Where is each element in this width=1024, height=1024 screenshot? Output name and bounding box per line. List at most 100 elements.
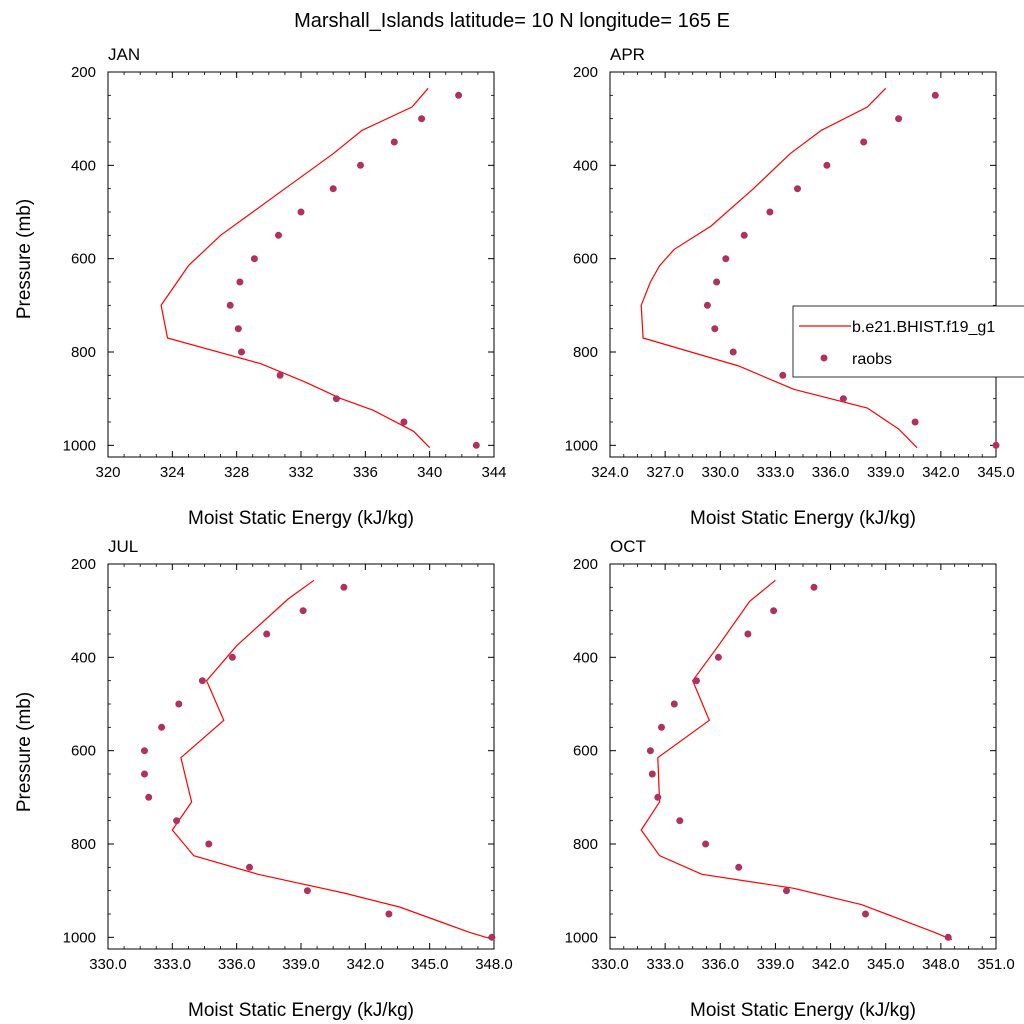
x-tick-label-oct: 351.0 — [977, 956, 1015, 973]
raobs-point-jan — [276, 371, 284, 379]
y-tick-label-jan: 400 — [71, 157, 96, 174]
plot-frame-jan — [107, 71, 495, 458]
x-tick-label-jan: 344 — [481, 464, 506, 481]
y-tick-label-jul: 1000 — [63, 929, 96, 946]
raobs-point-jan — [400, 418, 408, 426]
model-profile-line-jul — [171, 579, 495, 941]
y-tick-label-oct: 400 — [573, 649, 598, 666]
plot-frame-apr — [609, 71, 997, 458]
x-tick-label-oct: 348.0 — [922, 956, 960, 973]
y-tick-label-apr: 400 — [573, 157, 598, 174]
raobs-point-jul — [205, 840, 213, 848]
raobs-point-apr — [931, 91, 939, 99]
raobs-point-apr — [895, 115, 903, 123]
raobs-point-jul — [198, 677, 206, 685]
raobs-point-apr — [839, 395, 847, 403]
raobs-point-oct — [810, 583, 818, 591]
raobs-point-oct — [676, 817, 684, 825]
x-axis-label-jul: Moist Static Energy (kJ/kg) — [188, 1000, 414, 1021]
x-tick-label-oct: 345.0 — [867, 956, 905, 973]
x-tick-label-apr: 330.0 — [702, 464, 740, 481]
x-tick-label-apr: 345.0 — [977, 464, 1015, 481]
x-tick-label-jan: 320 — [95, 464, 120, 481]
y-tick-label-oct: 200 — [573, 556, 598, 573]
raobs-point-jan — [332, 395, 340, 403]
x-tick-label-jul: 333.0 — [154, 956, 192, 973]
y-tick-label-jul: 400 — [71, 649, 96, 666]
legend-model-label: b.e21.BHIST.f19_g1 — [852, 319, 995, 336]
raobs-point-jan — [329, 185, 337, 193]
raobs-point-oct — [714, 653, 722, 661]
raobs-point-jan — [297, 208, 305, 216]
raobs-point-jan — [275, 231, 282, 239]
y-tick-label-jul: 200 — [71, 556, 96, 573]
x-tick-label-jul: 345.0 — [411, 956, 449, 973]
raobs-point-apr — [713, 278, 721, 286]
raobs-point-apr — [711, 325, 719, 333]
raobs-point-apr — [823, 161, 831, 169]
x-tick-label-apr: 333.0 — [757, 464, 795, 481]
raobs-point-apr — [911, 418, 919, 426]
raobs-point-jul — [145, 793, 153, 801]
plot-frame-jul — [107, 563, 495, 950]
x-tick-label-jul: 330.0 — [89, 956, 127, 973]
raobs-point-oct — [654, 793, 662, 801]
raobs-point-oct — [735, 863, 743, 871]
x-axis-label-jan: Moist Static Energy (kJ/kg) — [188, 508, 414, 529]
model-profile-line-jan — [160, 87, 431, 449]
y-axis-label-jan: Pressure (mb) — [14, 199, 35, 319]
raobs-point-apr — [992, 441, 1000, 449]
x-tick-label-jan: 332 — [288, 464, 313, 481]
raobs-point-oct — [744, 630, 752, 638]
x-tick-label-oct: 339.0 — [757, 956, 795, 973]
raobs-point-oct — [648, 770, 656, 778]
raobs-point-jan — [418, 115, 426, 123]
raobs-point-jan — [390, 138, 398, 146]
raobs-point-apr — [779, 371, 787, 379]
model-profile-line-apr — [640, 87, 918, 449]
x-tick-label-jan: 336 — [353, 464, 378, 481]
x-tick-label-oct: 333.0 — [646, 956, 684, 973]
x-tick-label-apr: 342.0 — [922, 464, 960, 481]
raobs-point-jul — [263, 630, 271, 638]
raobs-point-oct — [646, 747, 654, 755]
raobs-point-oct — [670, 700, 678, 708]
x-tick-label-jan: 340 — [417, 464, 442, 481]
raobs-point-apr — [766, 208, 774, 216]
legend: b.e21.BHIST.f19_g1 raobs — [792, 305, 1024, 378]
y-tick-label-jan: 800 — [71, 344, 96, 361]
y-tick-label-apr: 600 — [573, 251, 598, 268]
y-tick-label-jan: 1000 — [63, 437, 96, 454]
raobs-point-jan — [250, 255, 258, 263]
y-tick-label-apr: 800 — [573, 344, 598, 361]
raobs-point-apr — [703, 301, 711, 309]
x-tick-label-apr: 327.0 — [646, 464, 684, 481]
raobs-point-jan — [472, 441, 480, 449]
panel-apr: APR Moist Static Energy (kJ/kg) 324.0 327… — [565, 45, 1015, 529]
raobs-point-apr — [729, 348, 737, 356]
raobs-point-jul — [173, 817, 181, 825]
raobs-point-oct — [702, 840, 710, 848]
raobs-point-jan — [226, 301, 234, 309]
panel-title-jul: JUL — [108, 537, 138, 556]
x-tick-label-oct: 330.0 — [591, 956, 629, 973]
raobs-point-jan — [238, 348, 245, 356]
raobs-point-jul — [141, 770, 148, 778]
x-tick-label-jan: 324 — [160, 464, 185, 481]
model-profile-line-oct — [640, 579, 953, 941]
raobs-point-jan — [455, 91, 463, 99]
raobs-point-jul — [158, 723, 166, 731]
x-axis-label-apr: Moist Static Energy (kJ/kg) — [690, 508, 916, 529]
panel-title-apr: APR — [610, 45, 645, 64]
raobs-point-oct — [692, 677, 700, 685]
x-tick-label-apr: 336.0 — [812, 464, 850, 481]
panel-title-jan: JAN — [108, 45, 140, 64]
raobs-point-oct — [862, 910, 869, 918]
raobs-point-apr — [860, 138, 868, 146]
raobs-point-apr — [794, 185, 801, 193]
x-tick-label-oct: 342.0 — [812, 956, 850, 973]
raobs-point-jan — [236, 278, 244, 286]
y-tick-label-jul: 800 — [71, 836, 96, 853]
raobs-point-jul — [299, 607, 307, 615]
